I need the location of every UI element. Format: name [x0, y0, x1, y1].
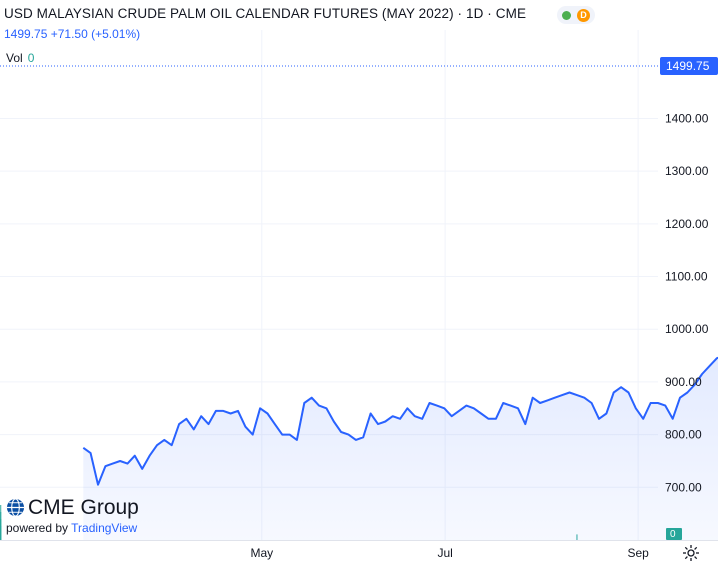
delayed-badge: D [577, 8, 590, 22]
y-tick-label: 800.00 [665, 428, 702, 442]
y-tick-label: 1300.00 [665, 164, 709, 178]
last-price-tag-text: 1499.75 [666, 59, 710, 73]
volume-scale-tag-text: 0 [670, 529, 676, 540]
x-tick-label: Sep [627, 546, 649, 560]
volume-label: Vol [6, 51, 23, 65]
change-value: +71.50 (+5.01%) [50, 27, 141, 41]
cme-globe-icon [6, 498, 25, 517]
y-tick-label: 1000.00 [665, 322, 709, 336]
volume-value: 0 [27, 51, 35, 65]
y-tick-label: 1100.00 [665, 270, 708, 284]
powered-by[interactable]: powered by TradingView [6, 521, 137, 535]
powered-by-label: powered by [6, 521, 69, 535]
last-price-label: 1499.75 [660, 56, 718, 75]
settings-icon[interactable] [682, 544, 700, 562]
time-axis[interactable]: MayJulSepNov2022MarMa [250, 546, 718, 560]
x-tick-label: May [250, 546, 273, 560]
y-tick-label: 1200.00 [665, 217, 709, 231]
price-change: 1499.75 +71.50 (+5.01%) [4, 27, 140, 41]
volume-legend: Vol 0 [6, 51, 34, 65]
market-status-icon[interactable]: D [557, 6, 595, 24]
volume-scale-tag [666, 528, 682, 540]
last-price-tag [660, 56, 718, 75]
price-area-fill [83, 357, 718, 540]
volume-scale-label: 0 [666, 528, 682, 540]
chart-title: USD MALAYSIAN CRUDE PALM OIL CALENDAR FU… [4, 6, 527, 21]
volume-bar [0, 505, 2, 540]
y-tick-label: 1400.00 [665, 111, 709, 125]
y-tick-label: 700.00 [665, 480, 702, 494]
last-price: 1499.75 [4, 27, 48, 41]
price-axis[interactable]: 700.00 800.00 900.00 1000.00 1100.00 1200.00 1… [665, 111, 709, 494]
y-tick-label: 900.00 [665, 375, 702, 389]
volume-bar [0, 526, 2, 540]
status-green-dot [562, 10, 571, 20]
brand-name: CME Group [28, 496, 139, 519]
x-tick-label: Jul [437, 546, 452, 560]
tradingview-link[interactable]: TradingView [71, 521, 138, 535]
price-line [82, 356, 718, 486]
